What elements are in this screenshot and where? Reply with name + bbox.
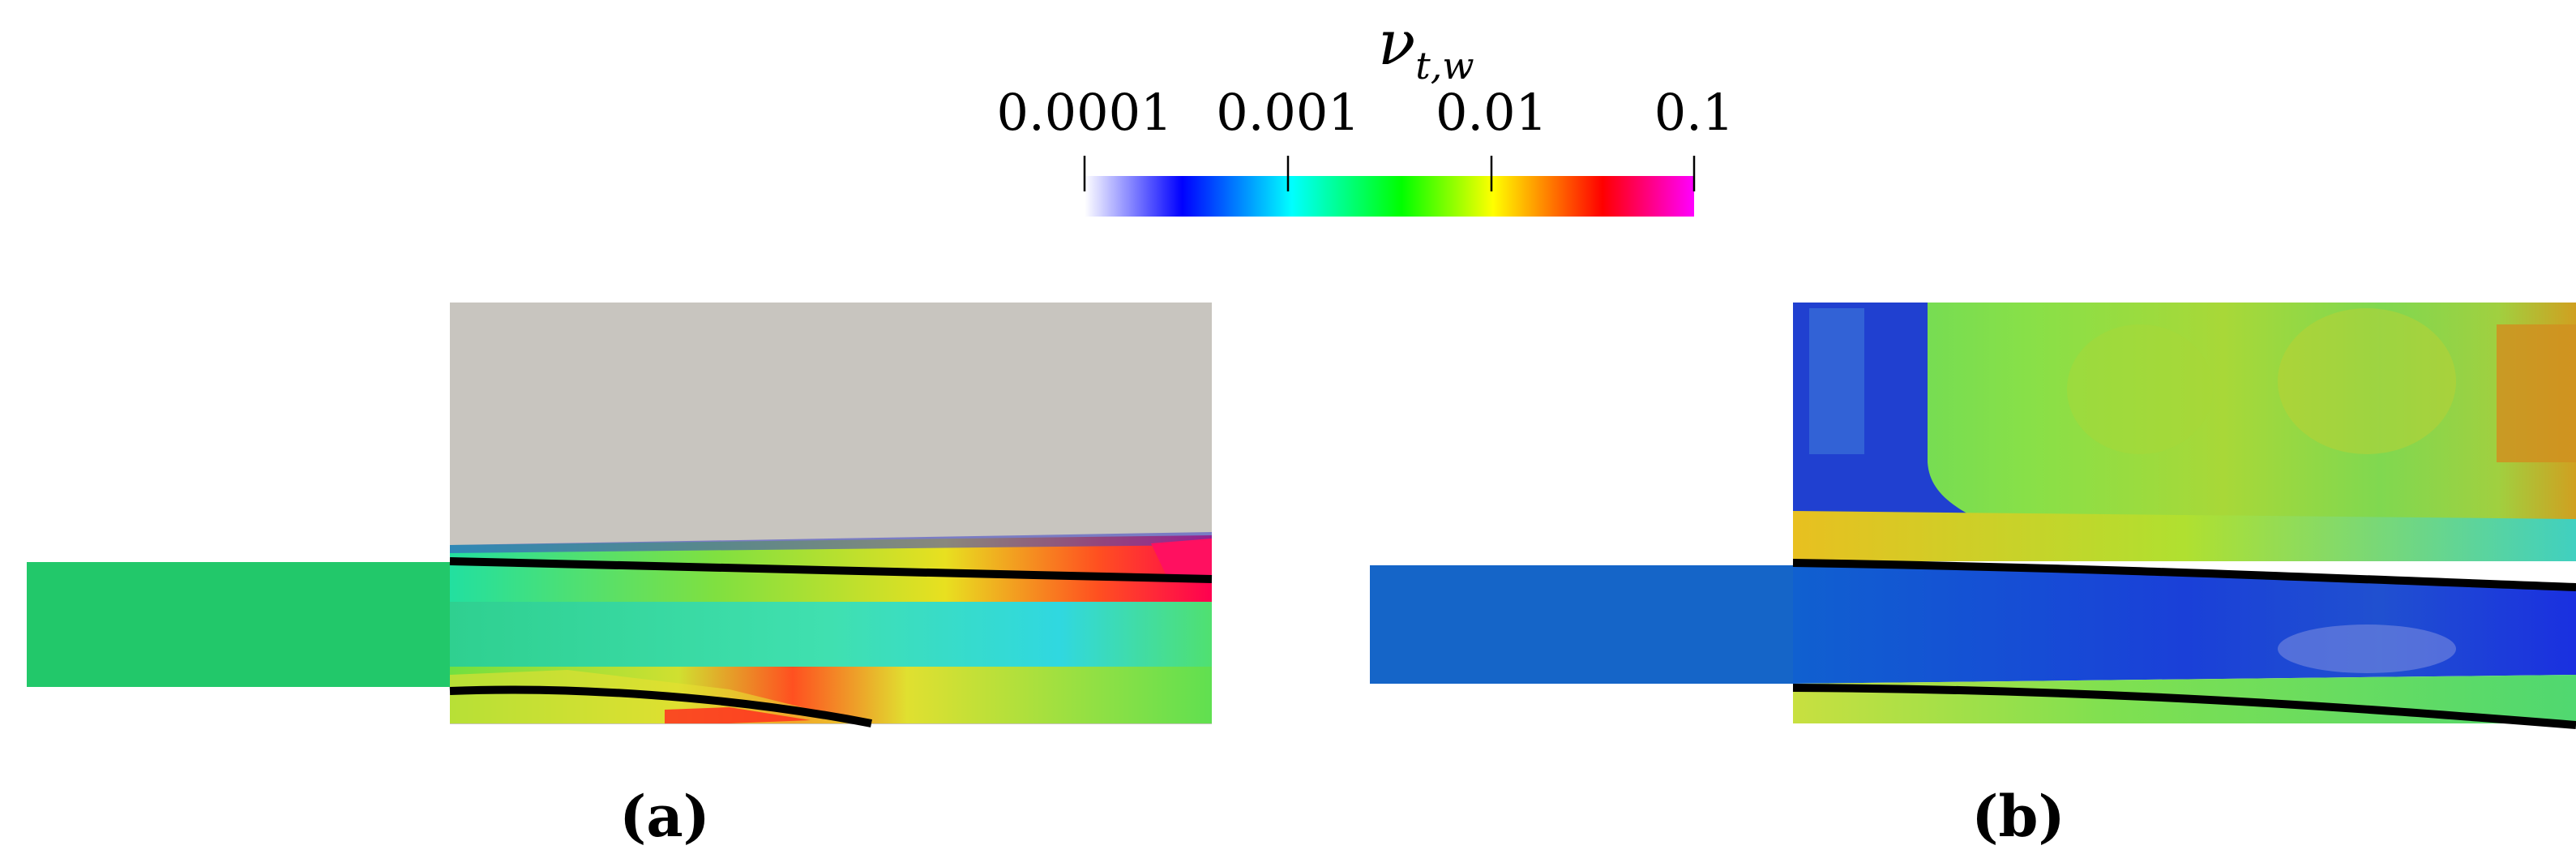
colorbar-title-subscript: t,w (1415, 44, 1474, 88)
panel-b-upper-patch (2067, 324, 2213, 454)
panel-b-field (1370, 303, 2576, 729)
panel-a-upper-edge (450, 532, 1212, 553)
panel-a-label: (a) (619, 783, 710, 850)
panel-b-jet-patch (2278, 624, 2456, 673)
panel-b-upper-shear-layer (1793, 511, 2576, 561)
panel-b-corner-hotspot (2497, 324, 2576, 462)
panel-b-inlet (1370, 565, 1793, 684)
colorbar-tick-label: 0.001 (1216, 83, 1360, 142)
colorbar-gradient (1085, 176, 1694, 217)
panel-b-upper-patch (2278, 308, 2456, 454)
panel-a-lower-hotspot (665, 707, 811, 723)
panel-a-field (27, 303, 1213, 728)
panel-a-outlet-hotspot (1151, 539, 1212, 577)
panel-b-label: (b) (1971, 783, 2065, 850)
panel-a-inlet (27, 562, 450, 687)
colorbar-title: νt,w (1378, 6, 1474, 88)
panel-b-recirculation-core (1809, 308, 1864, 454)
panel-b-interface-lower (1792, 684, 2576, 729)
panel-a-core (450, 602, 1212, 667)
panel-a-interface-lower (449, 685, 872, 728)
colorbar-tick-label: 0.0001 (996, 83, 1173, 142)
panel-b-interface-upper (1792, 559, 2576, 591)
colorbar-tick-label: 0.1 (1654, 83, 1735, 142)
colorbar-tick-label: 0.01 (1435, 83, 1548, 142)
panel-a-interface-upper (449, 557, 1213, 583)
